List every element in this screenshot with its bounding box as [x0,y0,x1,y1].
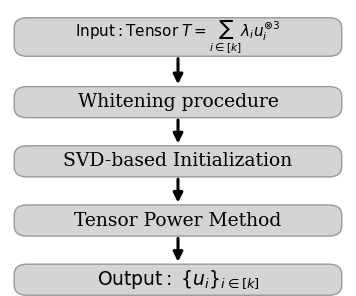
FancyBboxPatch shape [14,146,342,177]
FancyBboxPatch shape [14,18,342,56]
Text: $\mathrm{Input: Tensor}\; T = \sum_{i\in[k]} \lambda_i u_i^{\otimes 3}$: $\mathrm{Input: Tensor}\; T = \sum_{i\in… [75,19,281,55]
FancyBboxPatch shape [14,205,342,236]
Text: Tensor Power Method: Tensor Power Method [74,212,282,229]
FancyBboxPatch shape [14,86,342,118]
FancyBboxPatch shape [14,264,342,295]
Text: $\mathrm{Output:}\; \{u_i\}_{i\in[k]}$: $\mathrm{Output:}\; \{u_i\}_{i\in[k]}$ [96,269,260,291]
Text: Whitening procedure: Whitening procedure [78,93,278,111]
Text: SVD-based Initialization: SVD-based Initialization [63,152,293,170]
